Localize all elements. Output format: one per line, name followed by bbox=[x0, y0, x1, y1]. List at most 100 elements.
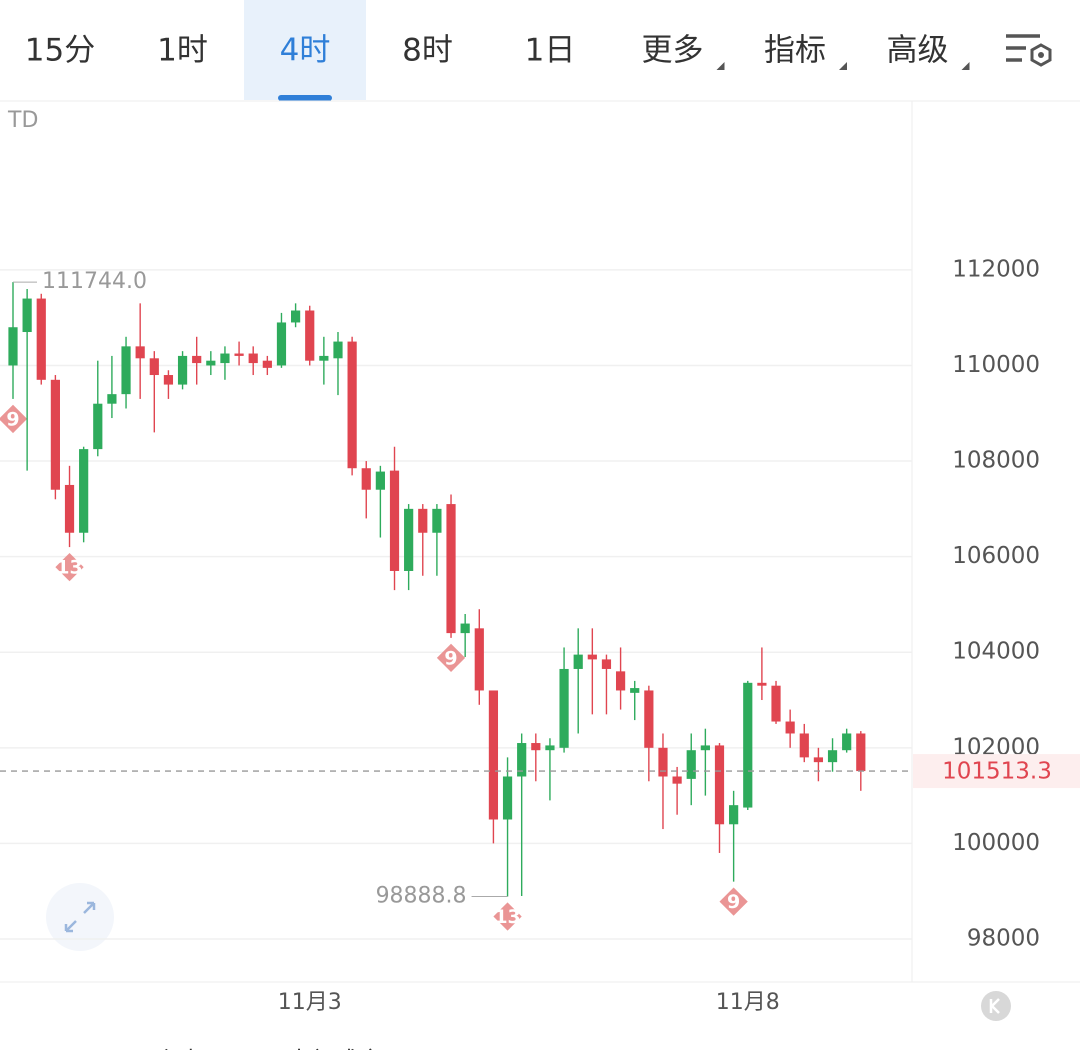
last-price-label: 101513.3 bbox=[942, 759, 1052, 785]
td-marker bbox=[436, 643, 466, 673]
candle-body bbox=[771, 685, 781, 722]
candle-body bbox=[615, 671, 626, 691]
candle-body bbox=[177, 355, 188, 385]
active-tab-bg bbox=[244, 0, 366, 100]
candle-body bbox=[573, 654, 583, 669]
y-tick-label: 100000 bbox=[952, 830, 1040, 856]
candle-body bbox=[714, 745, 725, 825]
candle-body bbox=[757, 682, 767, 686]
last-price-box bbox=[913, 754, 1080, 789]
indicator-tab[interactable]: 大额成交 bbox=[287, 1047, 383, 1050]
y-tick-label: 110000 bbox=[952, 352, 1040, 378]
candle-body bbox=[389, 470, 400, 571]
candle-body bbox=[79, 449, 89, 533]
tab[interactable]: 1日 bbox=[525, 33, 576, 69]
tab[interactable]: 4时 bbox=[280, 33, 331, 69]
candle-body bbox=[121, 346, 131, 395]
tab[interactable]: 更多 bbox=[642, 33, 704, 69]
candle-body bbox=[8, 327, 18, 366]
td-label: 13 bbox=[494, 906, 520, 928]
dropdown-caret bbox=[839, 62, 847, 70]
candle-body bbox=[50, 379, 60, 490]
indicator-tab[interactable]: MA bbox=[31, 1047, 69, 1050]
x-tick-label: 11月3 bbox=[278, 990, 342, 1015]
candle-body bbox=[107, 394, 117, 404]
toolbar bbox=[0, 0, 1080, 102]
candle-body bbox=[559, 668, 569, 748]
candle-body bbox=[799, 733, 809, 758]
candle-body bbox=[135, 346, 145, 359]
candle-body bbox=[743, 682, 753, 808]
candle-body bbox=[432, 508, 442, 533]
candle-body bbox=[305, 310, 315, 361]
y-tick-label: 106000 bbox=[952, 543, 1040, 569]
tab[interactable]: 8时 bbox=[402, 33, 453, 69]
candle-body bbox=[404, 508, 414, 571]
indicator-tabs: MA 主力 大额成交 BOLL MACD Vol KDJ RSI bbox=[31, 1047, 1079, 1050]
indicator-tab[interactable]: KDJ bbox=[914, 1047, 955, 1050]
dropdown-caret bbox=[961, 62, 970, 70]
scroll-latest-button[interactable] bbox=[981, 991, 1011, 1021]
td-marker bbox=[55, 552, 84, 582]
indicator-tab[interactable]: MACD bbox=[594, 1047, 666, 1050]
candle-body bbox=[531, 743, 541, 751]
candle-body bbox=[319, 355, 329, 361]
candle-body bbox=[601, 659, 612, 669]
candle-body bbox=[36, 298, 46, 380]
candle-body bbox=[729, 805, 739, 825]
indicator-tab[interactable]: Vol bbox=[752, 1047, 788, 1050]
candle-body bbox=[418, 508, 428, 533]
candle-body bbox=[474, 628, 484, 691]
y-tick-label: 98000 bbox=[967, 925, 1040, 951]
high-label: 111744.0 bbox=[42, 269, 147, 294]
candle-body bbox=[220, 353, 230, 364]
candle-body bbox=[446, 504, 456, 634]
y-tick-label: 108000 bbox=[952, 448, 1040, 474]
candle-body bbox=[630, 688, 640, 693]
candle-body bbox=[672, 776, 682, 784]
x-tick-label: 11月8 bbox=[716, 990, 780, 1015]
tab[interactable]: 15分 bbox=[25, 33, 95, 69]
candle-body bbox=[785, 721, 795, 734]
candle-body bbox=[658, 747, 668, 777]
candle-body bbox=[686, 750, 696, 779]
candle-body bbox=[644, 690, 654, 748]
candle-body bbox=[93, 403, 103, 450]
y-tick-label: 104000 bbox=[952, 639, 1040, 665]
candle-body bbox=[361, 468, 371, 490]
candle-body bbox=[813, 757, 824, 763]
td-label: 9 bbox=[727, 891, 740, 913]
tab[interactable]: 1时 bbox=[157, 33, 208, 69]
candle-body bbox=[291, 310, 301, 323]
candle-body bbox=[517, 743, 527, 777]
active-tab-indicator bbox=[278, 95, 332, 101]
candle-body bbox=[587, 654, 597, 660]
tab[interactable]: 指标 bbox=[764, 33, 826, 69]
candle-body bbox=[64, 484, 75, 533]
candle-body bbox=[375, 471, 385, 490]
candle-body bbox=[827, 750, 838, 763]
candle-body bbox=[347, 341, 357, 469]
candle-body bbox=[163, 375, 174, 385]
candle-body bbox=[234, 353, 244, 356]
low-label: 98888.8 bbox=[376, 884, 467, 909]
candle-body bbox=[460, 623, 470, 634]
candle-body bbox=[22, 298, 32, 333]
candle-body bbox=[488, 690, 499, 820]
indicator-label: TD bbox=[7, 108, 38, 133]
indicator-tab[interactable]: BOLL bbox=[459, 1047, 521, 1050]
candle-body bbox=[262, 360, 272, 368]
candle-body bbox=[842, 733, 852, 751]
td-label: 13 bbox=[56, 557, 82, 579]
indicator-tab[interactable]: 主力 bbox=[156, 1047, 204, 1050]
dropdown-caret bbox=[716, 62, 725, 70]
expand-button[interactable] bbox=[46, 883, 114, 951]
candle-body bbox=[206, 360, 216, 366]
tab[interactable]: 高级 bbox=[887, 33, 949, 69]
candle-body bbox=[333, 341, 343, 359]
indicator-tab[interactable]: RSI bbox=[1041, 1047, 1080, 1050]
settings-icon[interactable] bbox=[1006, 34, 1052, 67]
candle-body bbox=[149, 358, 159, 376]
